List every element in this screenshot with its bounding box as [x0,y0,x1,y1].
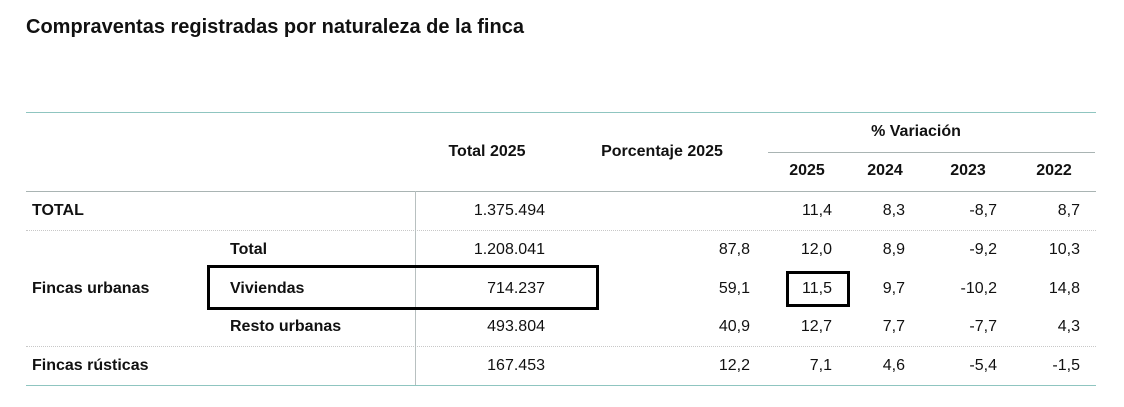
header-bottom-rule [26,191,1096,192]
header-year: 2024 [867,162,903,179]
cell-group: Fincas urbanas [32,280,150,297]
cell-v2024: 9,7 [882,280,905,297]
header-variacion: % Variación [871,123,961,140]
cell-v2022: 4,3 [1057,318,1080,335]
cell-v2025: 12,0 [800,241,832,258]
cell-sub: Total [230,241,268,258]
cell-v2023: -7,7 [969,318,997,335]
cell-group: Fincas rústicas [32,357,149,374]
cell-total: 493.804 [487,318,545,335]
cell-pct: 12,2 [718,357,750,374]
cell-v2022: 10,3 [1048,241,1080,258]
table-bottom-rule [26,385,1096,386]
header-year: 2023 [950,162,986,179]
cell-total: 1.375.494 [473,202,545,219]
variacion-rule [768,152,1095,153]
cell-total: 167.453 [487,357,545,374]
header-porcentaje: Porcentaje 2025 [601,143,723,160]
cell-v2024: 8,9 [882,241,905,258]
cell-pct: 87,8 [718,241,750,258]
cell-group: TOTAL [32,202,84,219]
cell-v2025: 12,7 [800,318,832,335]
cell-v2024: 7,7 [882,318,905,335]
cell-sub: Viviendas [230,280,305,297]
cell-v2023: -10,2 [960,280,997,297]
cell-sub: Resto urbanas [230,318,342,335]
row-divider [26,346,1096,347]
column-divider [415,191,416,385]
cell-total: 1.208.041 [473,241,545,258]
cell-v2022: 8,7 [1057,202,1080,219]
cell-v2025: 11,5 [802,280,832,297]
header-total: Total 2025 [448,143,526,160]
header-year: 2025 [789,162,825,179]
cell-v2023: -5,4 [969,357,997,374]
page-title: Compraventas registradas por naturaleza … [26,16,524,38]
row-divider [26,230,1096,231]
cell-v2024: 8,3 [882,202,905,219]
table-top-rule [26,112,1096,113]
cell-v2025: 7,1 [809,357,832,374]
header-year: 2022 [1036,162,1072,179]
cell-v2022: -1,5 [1052,357,1080,374]
highlight-box-viviendas [207,265,599,310]
cell-pct: 59,1 [718,280,750,297]
cell-total: 714.237 [487,280,545,297]
cell-v2024: 4,6 [882,357,905,374]
highlight-box-variacion [786,271,850,307]
cell-v2023: -8,7 [969,202,997,219]
cell-v2023: -9,2 [969,241,997,258]
cell-v2022: 14,8 [1048,280,1080,297]
cell-v2025: 11,4 [802,202,832,219]
cell-pct: 40,9 [718,318,750,335]
